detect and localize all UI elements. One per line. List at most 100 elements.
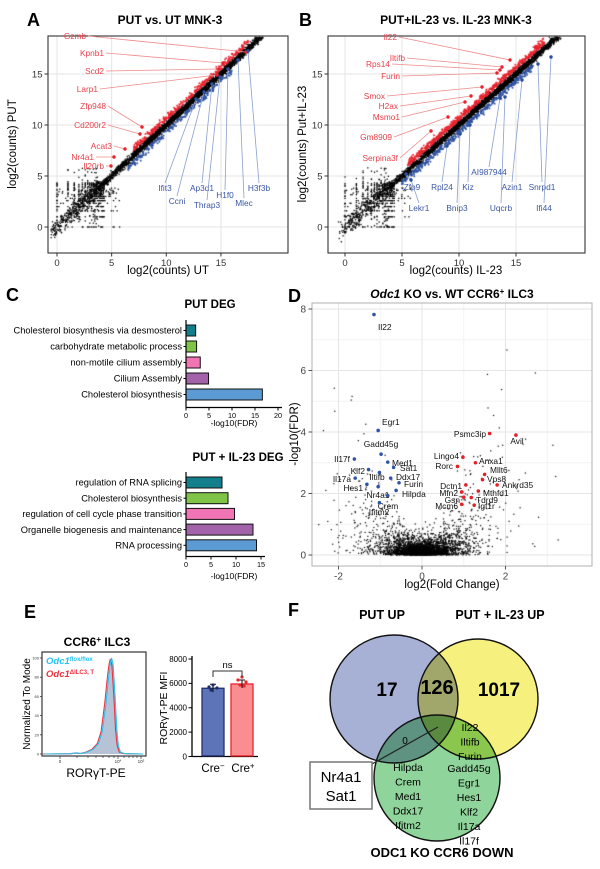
y-tick-label: 0 (37, 222, 42, 233)
callout-gene-1: Nr4a1 (321, 769, 362, 786)
legend-sup: ΔILC3, T (70, 670, 95, 676)
go-term-bar (185, 340, 198, 353)
x-tick-label: 0 (342, 258, 347, 269)
gene-label: Vps8 (487, 474, 506, 484)
leader-line (107, 105, 143, 128)
venn-label-odc1-down: ODC1 KO CCR6 DOWN (370, 845, 513, 860)
gene-point (194, 97, 198, 101)
gene-point (503, 95, 507, 99)
x-tick-label: 15 (257, 560, 265, 569)
venn-count-blue-green: 0 (402, 736, 408, 747)
go-term-bar (185, 324, 197, 337)
gene-label: Ifi44 (536, 203, 552, 213)
venn-gene-label: Egr1 (458, 778, 480, 790)
leader-line (206, 76, 221, 201)
go-term-bar (185, 372, 210, 385)
gene-point (397, 480, 401, 485)
y-tick-label: 0 (300, 550, 306, 561)
gene-label: Ifitm2 (369, 507, 390, 517)
flow-title: CCR6+ ILC3 (64, 635, 131, 649)
gene-label: Zfp9 (404, 182, 421, 192)
go-term-label: Cholesterol biosynthesis (81, 493, 182, 503)
gene-label: Il22 (378, 322, 392, 332)
panel-d-title-gene: Odc1 (370, 287, 400, 301)
panel-a-title: PUT vs. UT MNK-3 (118, 13, 223, 27)
gene-label: Cd200r2 (74, 120, 106, 130)
gene-label: Mllt6 (490, 465, 508, 475)
go-term-label: Organelle biogenesis and maintenance (21, 525, 182, 535)
gene-point (480, 85, 484, 89)
venn-label-put-il23-up: PUT + IL-23 UP (455, 608, 544, 622)
gene-point (138, 132, 142, 136)
put-il23-deg-xlabel: -log10(FDR) (211, 571, 258, 581)
panel-a-letter: A (27, 10, 40, 30)
legend-odc1-delta: Odc1ΔILC3, T (46, 669, 94, 680)
gene-point (377, 500, 382, 505)
gene-point (202, 90, 206, 94)
gene-label: Azin1 (502, 182, 523, 192)
gene-label: Furin (404, 479, 423, 489)
leader-line (456, 133, 461, 204)
x-tick-label: 0 (54, 258, 59, 269)
leader-line (386, 86, 483, 97)
data-point (236, 678, 240, 682)
gene-point (372, 312, 376, 317)
gene-label: Hes1 (343, 483, 363, 493)
panel-b-title: PUT+IL-23 vs. IL-23 MNK-3 (380, 13, 532, 27)
gene-point (469, 94, 473, 98)
data-point (242, 684, 246, 688)
flow-title-post: ILC3 (101, 635, 131, 649)
leader-line (401, 101, 466, 118)
leader-line (391, 63, 501, 71)
gene-point (549, 55, 553, 59)
gene-label: Il20rb (83, 161, 104, 171)
gene-label: H2ax (379, 101, 399, 111)
gene-label: Med1 (392, 458, 413, 468)
y-tick-label: 6000 (169, 679, 187, 688)
leader-line (399, 130, 432, 159)
gene-point (459, 502, 464, 507)
go-term-bar (185, 523, 254, 536)
gene-label: Thrap3 (194, 200, 221, 210)
gene-point (495, 483, 499, 487)
cre-pos-label: Cre+ (231, 762, 255, 776)
cre-pos-sup: + (250, 762, 255, 771)
flow-x-tick-sup: 4 (120, 759, 122, 763)
gene-label: H1f0 (216, 190, 234, 200)
go-term-bar (185, 539, 257, 552)
gene-label: Kpnb1 (80, 48, 104, 58)
plot-border (47, 35, 289, 254)
gene-point (365, 482, 369, 487)
y-tick-label: 10 (32, 120, 43, 131)
x-tick-label: 10 (161, 258, 172, 269)
venn-gene-label: Il17a (458, 821, 481, 833)
gene-label: Il17f (334, 454, 351, 464)
gene-point (495, 71, 499, 75)
gene-label: Rps14 (366, 59, 390, 69)
panel-d-title: Odc1 KO vs. WT CCR6+ ILC3 (370, 287, 534, 301)
go-term-label: carbohydrate metabolic process (50, 342, 182, 352)
venn-gene-label: Gadd45g (447, 763, 490, 775)
x-tick-label: 0 (184, 560, 188, 569)
panel-a-xlabel: log2(counts) UT (127, 265, 209, 277)
x-tick-label: 10 (228, 411, 236, 420)
x-tick-label: 10 (232, 560, 240, 569)
y-tick-label: 5 (317, 171, 322, 182)
gene-point (210, 82, 214, 86)
flow-y-tick-label: 20 (35, 732, 40, 737)
gene-point (376, 484, 380, 489)
gene-point (480, 477, 485, 482)
gene-point (123, 147, 127, 151)
y-tick-label: 10 (312, 120, 323, 131)
y-tick-label: 0 (183, 752, 188, 761)
leader-line (398, 36, 511, 61)
x-tick-label: 15 (511, 258, 522, 269)
gene-point (226, 67, 230, 71)
gene-point (140, 125, 144, 129)
panel-d-title-post: ILC3 (504, 287, 534, 301)
gene-point (109, 164, 113, 168)
panel-f-letter: F (288, 600, 299, 620)
gene-label: Tdrd9 (476, 495, 498, 505)
gene-point (445, 144, 449, 148)
gene-point (215, 73, 219, 77)
